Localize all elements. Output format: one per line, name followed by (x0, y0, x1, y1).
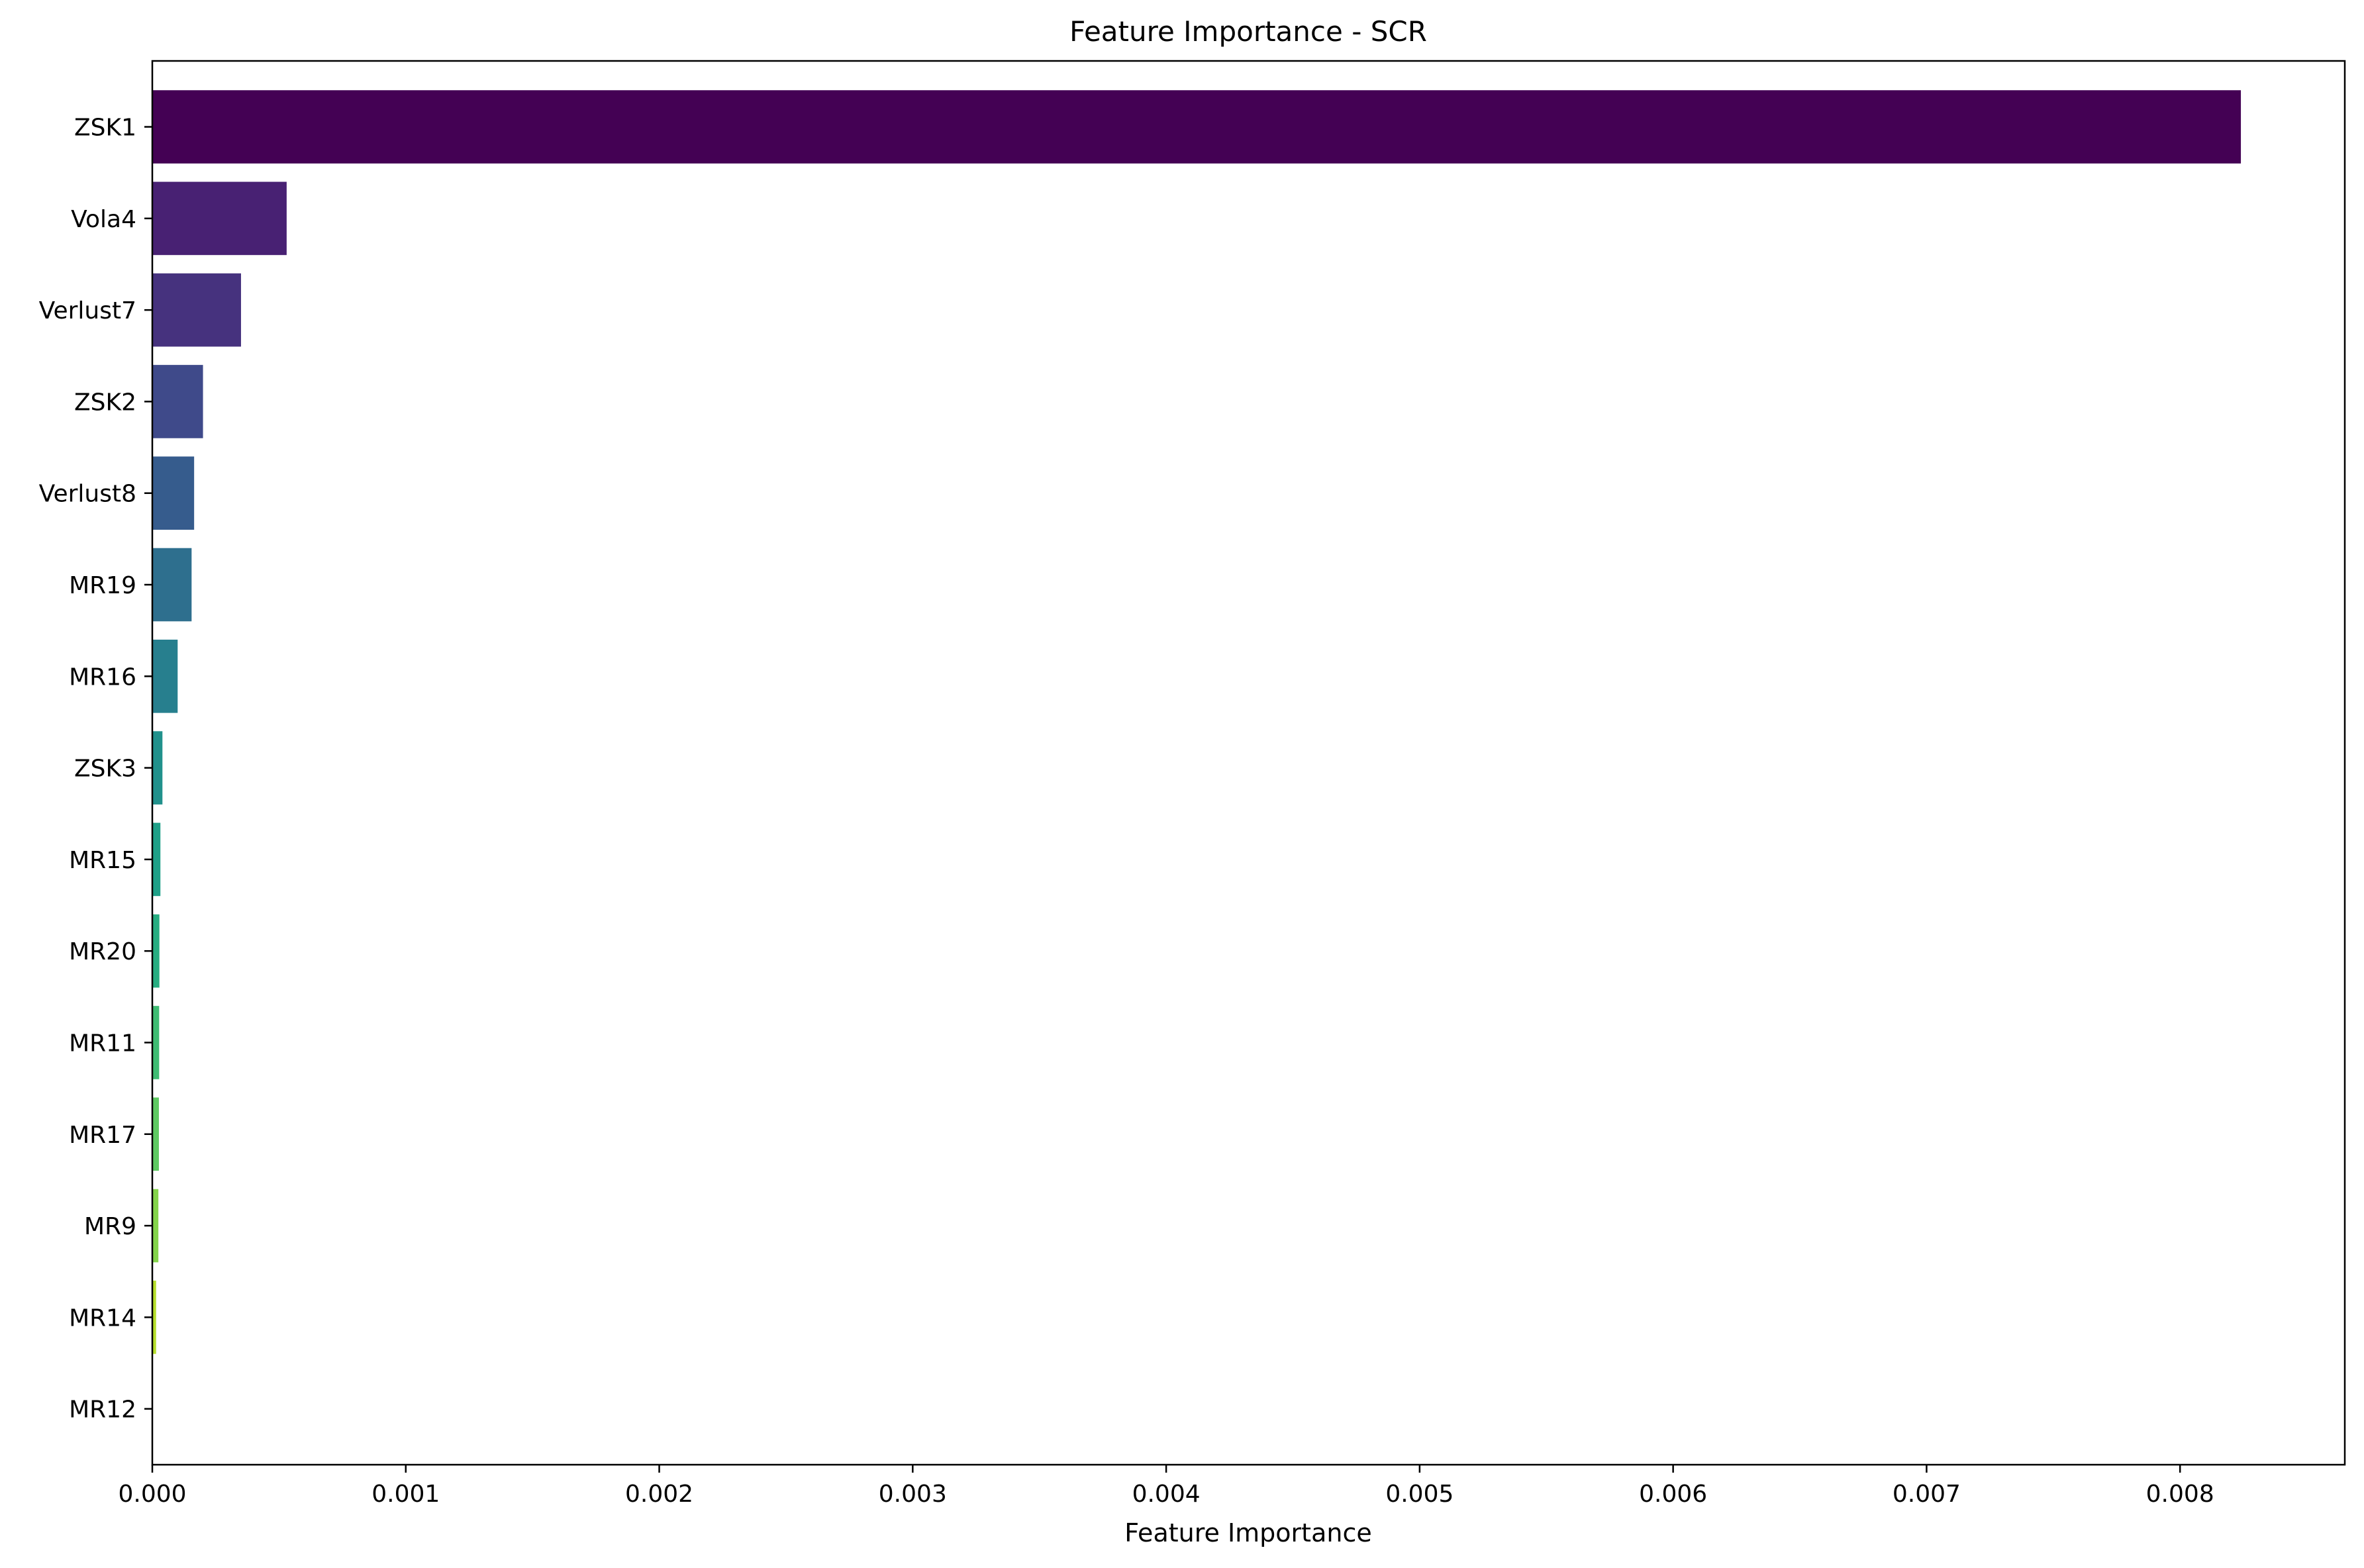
y-tick-label-mr20: MR20 (69, 938, 136, 965)
bar-zsk3 (152, 731, 163, 805)
bar-mr15 (152, 822, 161, 897)
x-tick-label: 0.008 (2146, 1481, 2214, 1508)
y-tick-label-mr16: MR16 (69, 663, 136, 691)
x-tick-label: 0.000 (118, 1481, 186, 1508)
y-tick-label-zsk1: ZSK1 (74, 115, 136, 142)
x-tick-label: 0.006 (1639, 1481, 1707, 1508)
y-tick-label-zsk3: ZSK3 (74, 756, 136, 783)
x-tick-label: 0.002 (625, 1481, 693, 1508)
x-axis-ticks: 0.000 0.001 0.002 0.003 0.004 0.005 0.006 0.007… (118, 1465, 2214, 1508)
x-tick-label: 0.004 (1132, 1481, 1201, 1508)
x-tick-label: 0.005 (1385, 1481, 1453, 1508)
y-tick-label-verlust8: Verlust8 (39, 481, 136, 508)
y-tick-label-mr14: MR14 (69, 1304, 136, 1332)
bars-group (152, 90, 2241, 1354)
bar-verlust7 (152, 273, 241, 347)
x-tick-label: 0.001 (371, 1481, 440, 1508)
y-tick-label-mr17: MR17 (69, 1122, 136, 1149)
x-axis-label: Feature Importance (1124, 1518, 1371, 1547)
plot-area-frame (151, 60, 2346, 1466)
y-tick-label-mr19: MR19 (69, 572, 136, 599)
y-tick-label-mr9: MR9 (84, 1213, 136, 1240)
y-tick-label-mr12: MR12 (69, 1396, 136, 1424)
y-axis-ticks: ZSK1 Vola4 Verlust7 ZSK2 Verlust8 MR19 MR16 ZSK… (39, 115, 152, 1424)
bar-zsk1 (152, 90, 2241, 164)
chart-title: Feature Importance - SCR (1069, 15, 1427, 48)
x-tick-label: 0.007 (1893, 1481, 1961, 1508)
bar-mr19 (152, 548, 192, 622)
bar-verlust8 (152, 456, 195, 530)
y-tick-label-vola4: Vola4 (71, 206, 136, 233)
bar-mr9 (152, 1189, 159, 1263)
x-tick-label: 0.003 (879, 1481, 947, 1508)
y-tick-label-mr11: MR11 (69, 1030, 136, 1057)
bar-mr20 (152, 914, 160, 988)
bar-mr11 (152, 1006, 160, 1079)
y-tick-label-mr15: MR15 (69, 847, 136, 874)
bar-mr14 (152, 1281, 156, 1354)
bar-vola4 (152, 181, 287, 256)
bar-mr16 (152, 639, 178, 713)
y-tick-label-zsk2: ZSK2 (74, 389, 136, 416)
bar-mr17 (152, 1097, 159, 1171)
y-tick-label-verlust7: Verlust7 (39, 297, 136, 324)
bar-zsk2 (152, 365, 203, 438)
